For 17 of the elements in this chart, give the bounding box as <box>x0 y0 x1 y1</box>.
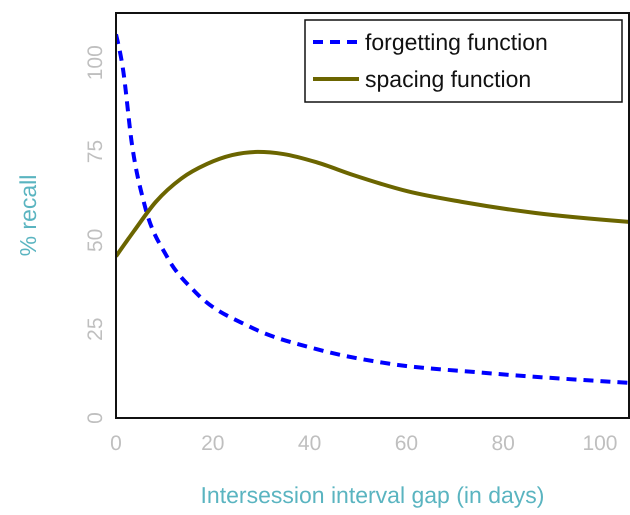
y-tick-label: 100 <box>84 45 107 80</box>
y-axis-title: % recall <box>15 174 41 256</box>
x-tick-label: 0 <box>110 432 122 455</box>
legend-label: spacing function <box>365 66 532 92</box>
x-tick-label: 60 <box>394 432 418 455</box>
y-tick-label: 25 <box>84 318 107 341</box>
line-series <box>116 32 629 385</box>
x-tick-label: 80 <box>491 432 515 455</box>
y-tick-label: 50 <box>84 228 107 252</box>
x-axis-title: Intersession interval gap (in days) <box>200 482 544 508</box>
x-tick-label: 20 <box>201 432 224 455</box>
y-tick-label: 0 <box>84 412 107 424</box>
y-tick-label: 75 <box>84 140 107 164</box>
x-tick-label: 100 <box>582 432 618 455</box>
x-tick-label: 40 <box>298 432 322 455</box>
line-series <box>116 150 629 258</box>
legend-label: forgetting function <box>365 29 548 55</box>
